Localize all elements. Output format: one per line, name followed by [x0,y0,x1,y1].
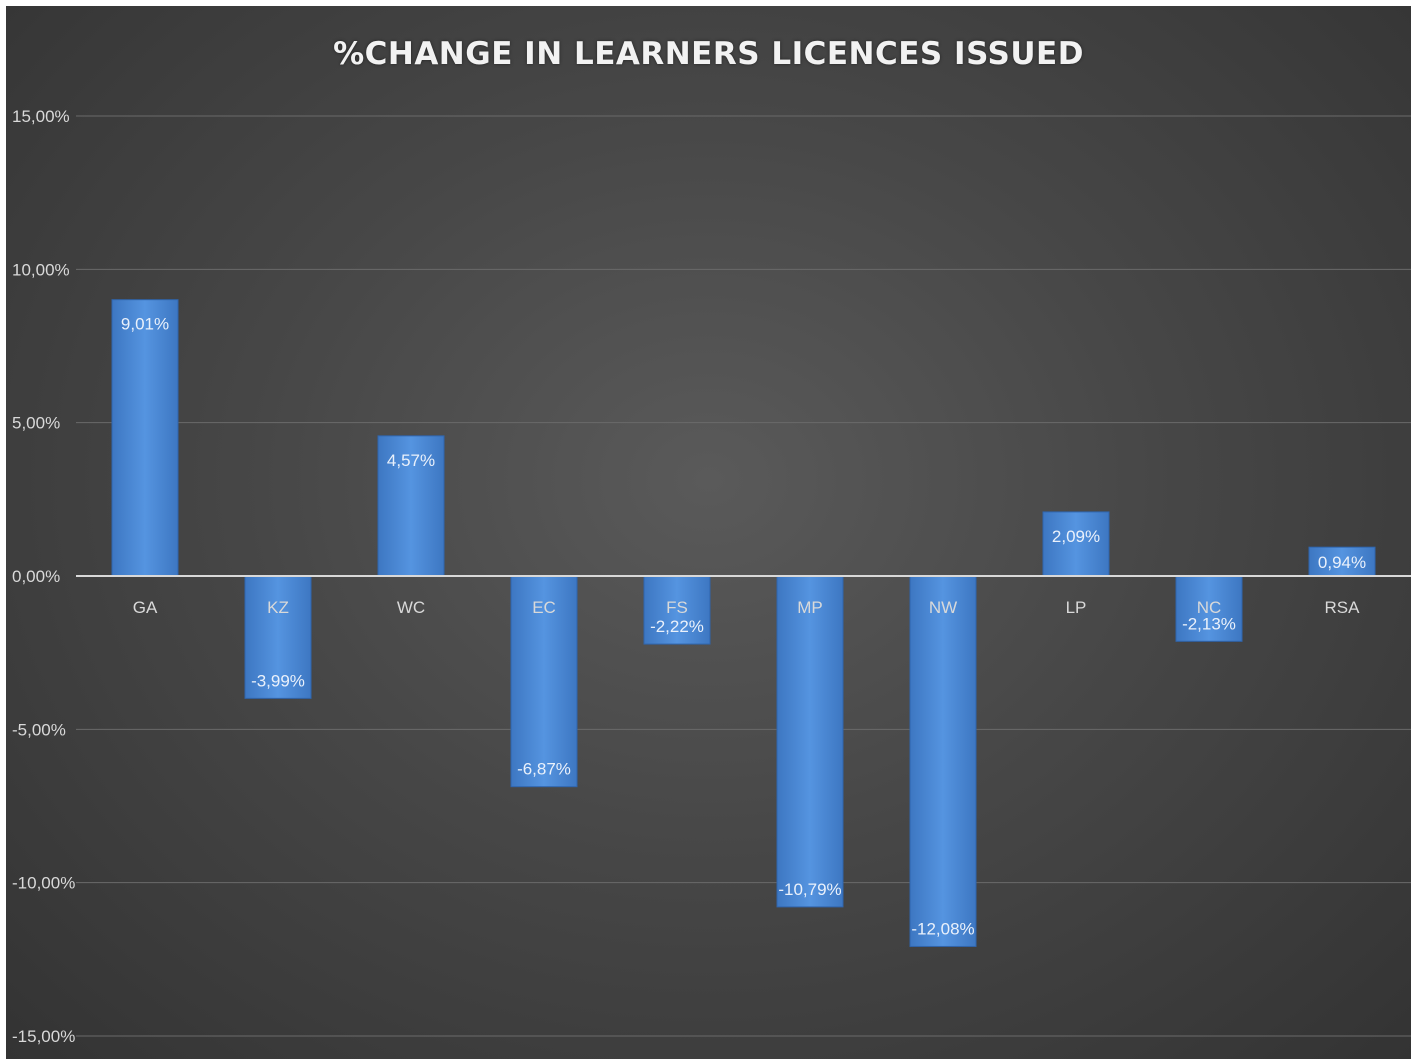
category-label: NW [929,598,957,617]
bar-chart-plot: 15,00% 10,00% 5,00% 0,00% -5,00% -10,00% -15,0… [12,107,1411,1046]
data-label: -2,13% [1182,614,1236,633]
category-label: KZ [267,598,289,617]
y-tick-label: -10,00% [12,874,75,893]
y-tick-label: 0,00% [12,567,60,586]
gridlines [76,115,1411,1037]
bar-ga [111,299,179,577]
bar-nw [909,575,977,947]
data-label: -6,87% [517,760,571,779]
chart-container: %CHANGE IN LEARNERS LICENCES ISSUED 15,0… [6,6,1411,1059]
y-axis-tick-labels: 15,00% 10,00% 5,00% 0,00% -5,00% -10,00% -15,0… [12,107,75,1046]
data-label: 4,57% [387,451,435,470]
y-tick-label: 5,00% [12,414,60,433]
y-tick-label: -5,00% [12,720,66,739]
category-label: FS [666,598,688,617]
bar-fs [643,575,711,645]
category-label: EC [532,598,556,617]
y-tick-label: -15,00% [12,1027,75,1046]
category-label: WC [397,598,425,617]
category-label: GA [133,598,158,617]
bars [111,299,1376,947]
category-label: RSA [1325,598,1361,617]
bar-ec [510,575,578,788]
data-label: -12,08% [911,919,974,938]
data-label: 0,94% [1318,553,1366,572]
data-label: -10,79% [778,880,841,899]
category-labels: GA KZ WC EC FS MP NW LP NC RSA [133,598,1360,617]
y-tick-label: 10,00% [12,260,70,279]
category-label: MP [797,598,823,617]
data-label: 2,09% [1052,527,1100,546]
chart-title: %CHANGE IN LEARNERS LICENCES ISSUED [333,36,1084,72]
y-tick-label: 15,00% [12,107,70,126]
bar-lp [1042,511,1110,577]
category-label: NC [1197,598,1222,617]
data-label: 9,01% [121,315,169,334]
data-label: -2,22% [650,617,704,636]
category-label: LP [1066,598,1087,617]
data-label: -3,99% [251,671,305,690]
data-labels: 9,01% -3,99% 4,57% -6,87% -2,22% -10,79% -12,0… [121,315,1366,939]
bar-kz [244,575,312,699]
bar-nc [1175,575,1243,642]
bar-mp [776,575,844,908]
